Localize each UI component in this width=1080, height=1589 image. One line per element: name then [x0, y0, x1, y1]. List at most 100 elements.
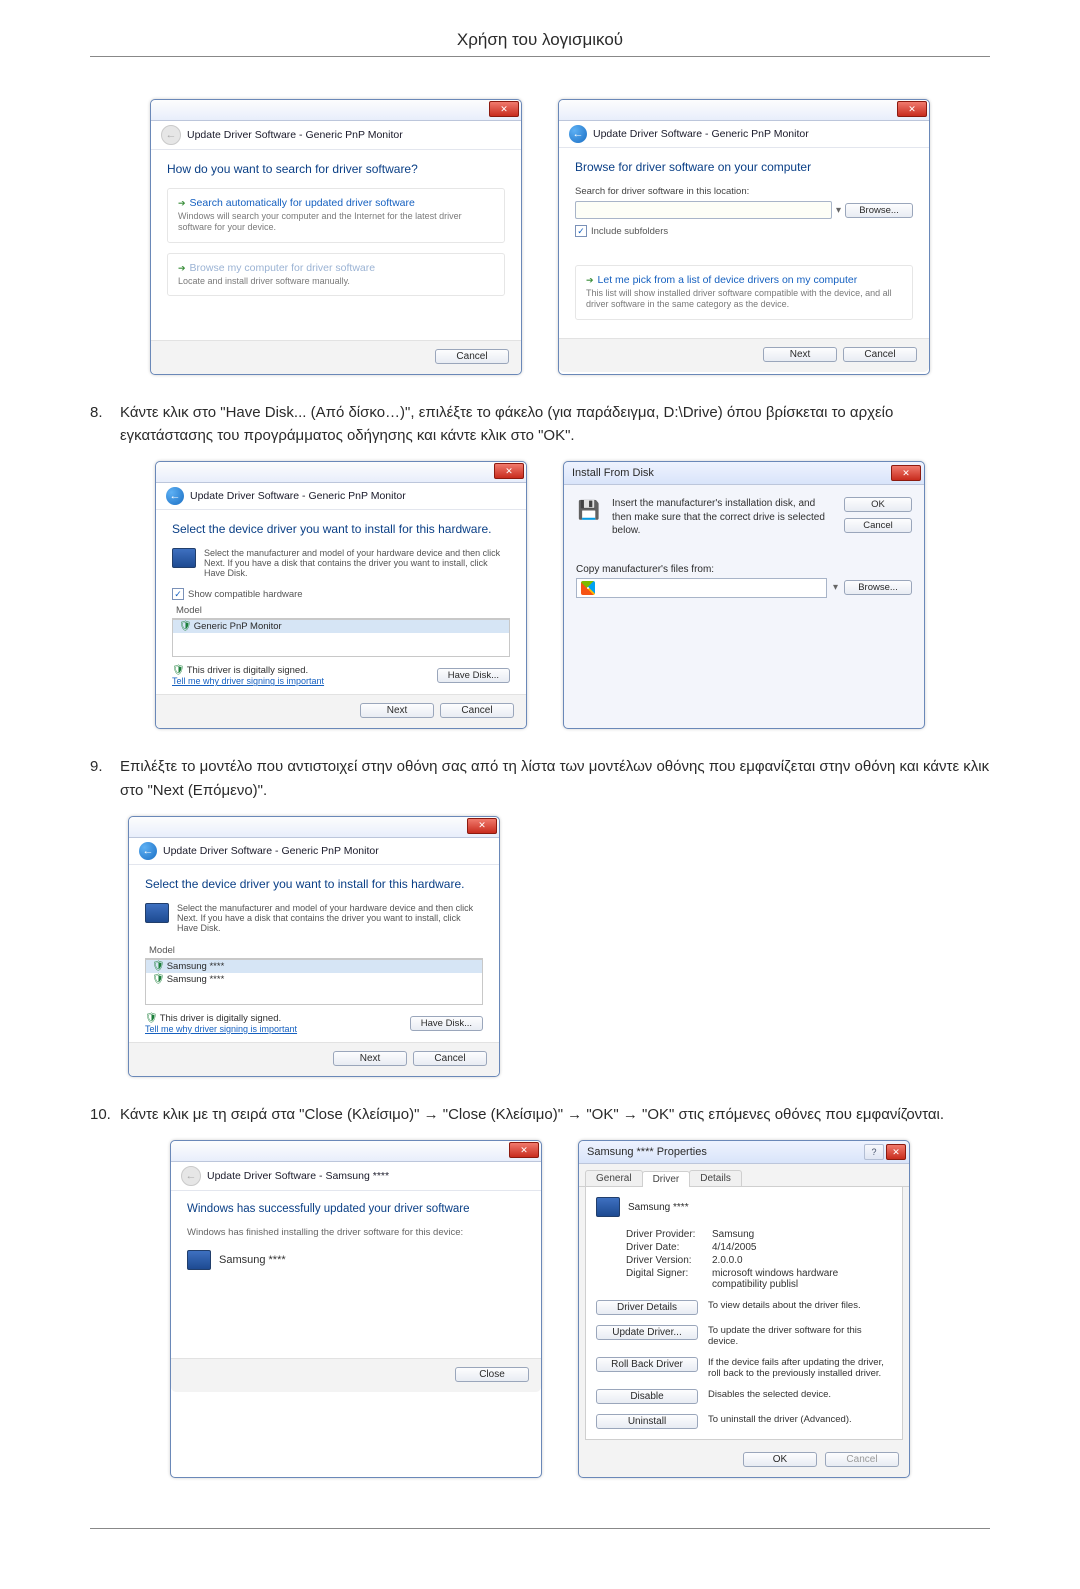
signing-link[interactable]: Tell me why driver signing is important: [145, 1024, 297, 1034]
cancel-button[interactable]: Cancel: [413, 1051, 487, 1066]
uninstall-button[interactable]: Uninstall: [596, 1414, 698, 1429]
dialog-search-method: ✕ ← Update Driver Software - Generic PnP…: [150, 99, 522, 375]
header-rule: [90, 56, 990, 57]
update-driver-button[interactable]: Update Driver...: [596, 1325, 698, 1340]
next-button[interactable]: Next: [763, 347, 837, 362]
rollback-driver-desc: If the device fails after updating the d…: [708, 1357, 892, 1379]
step-text: Επιλέξτε το μοντέλο που αντιστοιχεί στην…: [120, 755, 990, 802]
dialog-instruction: Select the manufacturer and model of you…: [204, 548, 510, 578]
driver-list[interactable]: 🛡Generic PnP Monitor: [172, 619, 510, 657]
cancel-button[interactable]: Cancel: [825, 1452, 899, 1467]
shield-icon: 🛡: [152, 961, 165, 972]
value-driver-version: 2.0.0.0: [712, 1255, 892, 1266]
next-button[interactable]: Next: [360, 703, 434, 718]
driver-details-button[interactable]: Driver Details: [596, 1300, 698, 1315]
option-title: Search automatically for updated driver …: [178, 197, 494, 209]
column-header-model: Model: [172, 603, 510, 619]
have-disk-button[interactable]: Have Disk...: [437, 668, 510, 683]
dialog-instruction: Select the manufacturer and model of you…: [177, 903, 483, 933]
cancel-button[interactable]: Cancel: [435, 349, 509, 364]
back-icon[interactable]: ←: [139, 842, 157, 860]
shield-icon: 🛡: [179, 621, 192, 632]
footer-rule: [90, 1528, 990, 1529]
label-driver-version: Driver Version:: [626, 1255, 712, 1266]
dialog-select-driver-samsung: ✕ ← Update Driver Software - Generic PnP…: [128, 816, 500, 1077]
driver-row[interactable]: 🛡Generic PnP Monitor: [173, 620, 509, 633]
tab-general[interactable]: General: [585, 1170, 643, 1186]
path-input[interactable]: [575, 201, 832, 219]
tab-details[interactable]: Details: [689, 1170, 742, 1186]
dialog-browse: ✕ ← Update Driver Software - Generic PnP…: [558, 99, 930, 375]
value-digital-signer: microsoft windows hardware compatibility…: [712, 1268, 892, 1290]
driver-list[interactable]: 🛡Samsung **** 🛡Samsung ****: [145, 959, 483, 1005]
close-icon[interactable]: ✕: [886, 1144, 906, 1160]
close-icon[interactable]: ✕: [897, 101, 927, 117]
update-driver-desc: To update the driver software for this d…: [708, 1325, 892, 1347]
close-icon[interactable]: ✕: [891, 465, 921, 481]
dialog-update-success: ✕ ← Update Driver Software - Samsung ***…: [170, 1140, 542, 1478]
tab-driver[interactable]: Driver: [642, 1171, 691, 1187]
monitor-icon: [596, 1197, 620, 1217]
tabs: General Driver Details: [579, 1164, 909, 1187]
monitor-icon: [145, 903, 169, 923]
signing-link[interactable]: Tell me why driver signing is important: [172, 676, 324, 686]
value-driver-provider: Samsung: [712, 1229, 892, 1240]
step-number: 9.: [90, 755, 120, 802]
close-icon[interactable]: ✕: [489, 101, 519, 117]
browse-button[interactable]: Browse...: [844, 580, 912, 595]
show-compatible-checkbox[interactable]: ✓ Show compatible hardware: [172, 588, 303, 600]
dialog-navbar: ← Update Driver Software - Generic PnP M…: [151, 121, 521, 150]
back-icon: ←: [181, 1166, 201, 1186]
dialog-titlebar: ✕: [559, 100, 929, 121]
back-icon: ←: [161, 125, 181, 145]
help-icon[interactable]: ?: [864, 1144, 884, 1160]
cancel-button[interactable]: Cancel: [843, 347, 917, 362]
dialog-title: Install From Disk: [572, 467, 654, 479]
driver-row[interactable]: 🛡Samsung ****: [146, 973, 482, 986]
dialog-navbar: ← Update Driver Software - Generic PnP M…: [129, 838, 499, 865]
dialog-titlebar: ✕: [171, 1141, 541, 1162]
close-icon[interactable]: ✕: [509, 1142, 539, 1158]
dialog-titlebar: ✕: [151, 100, 521, 121]
rollback-driver-button[interactable]: Roll Back Driver: [596, 1357, 698, 1372]
uninstall-desc: To uninstall the driver (Advanced).: [708, 1414, 892, 1425]
back-icon[interactable]: ←: [166, 487, 184, 505]
option-auto-search[interactable]: Search automatically for updated driver …: [167, 188, 505, 243]
close-icon[interactable]: ✕: [494, 463, 524, 479]
dialog-select-driver-generic: ✕ ← Update Driver Software - Generic PnP…: [155, 461, 527, 729]
close-button[interactable]: Close: [455, 1367, 529, 1382]
page-title: Χρήση του λογισμικού: [90, 30, 990, 50]
option-let-me-pick[interactable]: Let me pick from a list of device driver…: [575, 265, 913, 320]
option-title: Browse my computer for driver software: [178, 262, 494, 274]
next-button[interactable]: Next: [333, 1051, 407, 1066]
dialog-headline: Select the device driver you want to ins…: [172, 522, 510, 536]
success-headline: Windows has successfully updated your dr…: [187, 1203, 525, 1215]
step-text: Κάντε κλικ στο "Have Disk... (Από δίσκο……: [120, 401, 990, 448]
cancel-button[interactable]: Cancel: [440, 703, 514, 718]
include-subfolders-checkbox[interactable]: ✓ Include subfolders: [575, 225, 668, 237]
driver-name: Samsung ****: [167, 961, 225, 972]
signed-label: 🛡This driver is digitally signed.: [172, 665, 324, 676]
close-icon[interactable]: ✕: [467, 818, 497, 834]
checkbox-label: Show compatible hardware: [188, 589, 303, 600]
step-number: 8.: [90, 401, 120, 448]
ok-button[interactable]: OK: [844, 497, 912, 512]
disable-button[interactable]: Disable: [596, 1389, 698, 1404]
dialog-headline: Select the device driver you want to ins…: [145, 877, 483, 891]
driver-row[interactable]: 🛡Samsung ****: [146, 960, 482, 973]
driver-name: Samsung ****: [167, 974, 225, 985]
have-disk-button[interactable]: Have Disk...: [410, 1016, 483, 1031]
shield-icon: 🛡: [152, 974, 165, 985]
browse-button[interactable]: Browse...: [845, 203, 913, 218]
step-text: Κάντε κλικ με τη σειρά στα "Close (Κλείσ…: [120, 1103, 990, 1126]
option-browse-local[interactable]: Browse my computer for driver software L…: [167, 253, 505, 296]
dialog-nav-title: Update Driver Software - Generic PnP Mon…: [163, 845, 379, 857]
label-driver-provider: Driver Provider:: [626, 1229, 712, 1240]
success-subtext: Windows has finished installing the driv…: [187, 1227, 525, 1238]
ok-button[interactable]: OK: [743, 1452, 817, 1467]
back-icon[interactable]: ←: [569, 125, 587, 143]
copy-from-input[interactable]: [576, 578, 827, 598]
cancel-button[interactable]: Cancel: [844, 518, 912, 533]
option-subtitle: This list will show installed driver sof…: [586, 288, 902, 311]
dialog-nav-title: Update Driver Software - Samsung ****: [207, 1170, 389, 1182]
